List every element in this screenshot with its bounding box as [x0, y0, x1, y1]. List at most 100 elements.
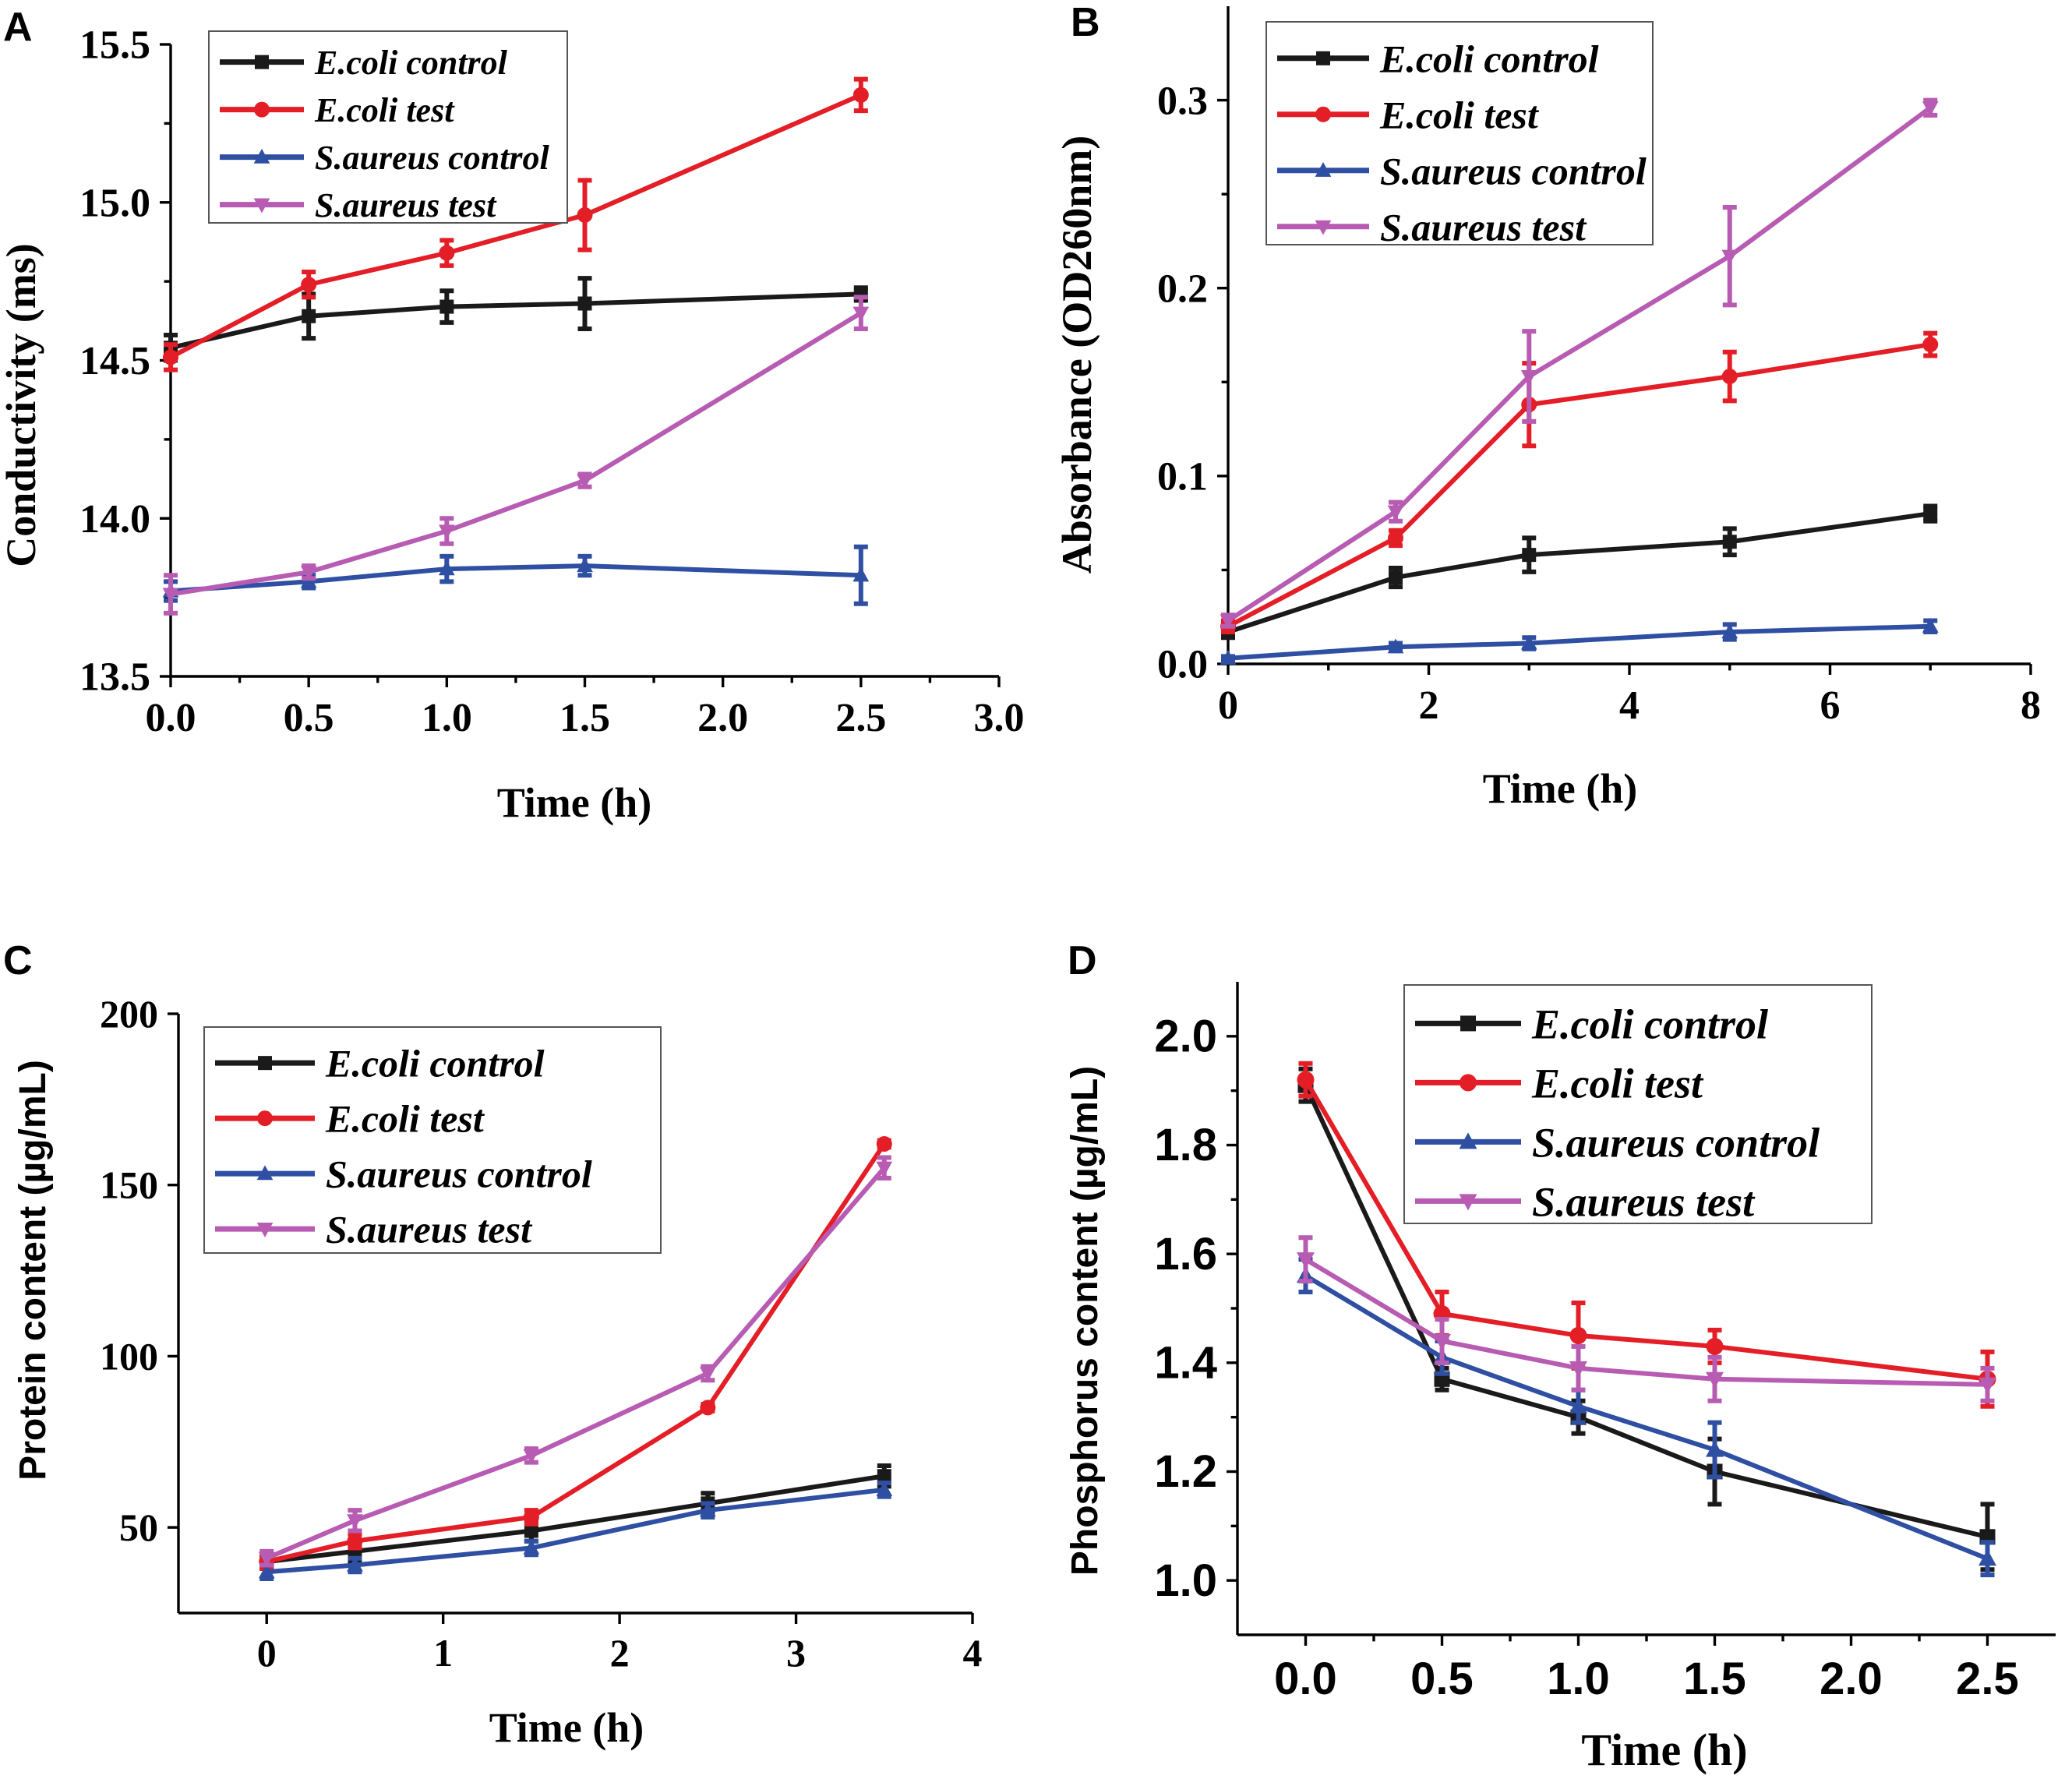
x-tick-label: 1.0 — [422, 696, 472, 740]
x-tick-label: 2 — [610, 1631, 630, 1675]
legend-label: E.coli test — [1379, 93, 1540, 136]
panel-a-conductivity-chart: A Conductivity (ms) Time (h) 0.0 0.5 1.0 1.… — [0, 5, 1025, 826]
panel-c-letter: C — [3, 938, 33, 983]
legend-label: S.aureus test — [326, 1208, 533, 1251]
y-tick-label: 2.0 — [1154, 1011, 1217, 1062]
legend-marker — [1315, 220, 1332, 235]
legend-marker — [258, 1056, 272, 1071]
x-tick-label: 1.5 — [559, 696, 610, 740]
legend-marker — [253, 148, 270, 164]
panel-c-y-axis-label: Protein content (µg/mL) — [12, 1060, 54, 1481]
data-point — [347, 1533, 363, 1549]
data-point — [1922, 337, 1939, 353]
y-tick-label: 200 — [100, 992, 158, 1036]
data-point — [876, 1135, 892, 1152]
data-point — [1387, 505, 1404, 521]
data-point — [162, 588, 179, 603]
data-point — [699, 1502, 716, 1517]
panel-d-letter: D — [1068, 938, 1097, 983]
y-tick-label: 0.3 — [1157, 79, 1208, 123]
data-point — [1297, 1071, 1315, 1089]
data-point — [1978, 1377, 1996, 1394]
x-tick-label: 0.5 — [1410, 1654, 1474, 1704]
data-point — [524, 1523, 538, 1538]
data-point — [302, 309, 316, 323]
data-point — [876, 1161, 893, 1177]
data-point — [258, 1563, 275, 1579]
series-line-s-aureus-test — [170, 311, 863, 597]
data-point — [1569, 1396, 1587, 1414]
y-tick-label: 150 — [100, 1163, 158, 1207]
panel-d-x-axis-label: Time (h) — [1581, 1724, 1747, 1775]
x-tick-label: 1.0 — [1547, 1654, 1610, 1704]
legend-label: S.aureus control — [1532, 1119, 1820, 1166]
x-tick-label: 1 — [433, 1631, 453, 1675]
y-tick-label: 15.5 — [79, 23, 150, 68]
legend-label: S.aureus test — [315, 186, 497, 224]
data-point — [1297, 1252, 1315, 1269]
legend-label: E.coli test — [1531, 1060, 1704, 1107]
data-point — [300, 566, 317, 581]
x-tick-label: 1.5 — [1683, 1654, 1746, 1704]
x-tick-label: 2.0 — [697, 696, 748, 740]
data-point — [1569, 1361, 1587, 1378]
data-point — [1721, 623, 1738, 639]
legend-label: E.coli test — [325, 1097, 485, 1141]
series-line-s-aureus-control — [1227, 623, 1931, 661]
x-tick-label: 2 — [1419, 683, 1439, 728]
data-point — [852, 86, 869, 103]
data-point — [1220, 649, 1237, 665]
data-point — [1520, 634, 1537, 650]
y-tick-label: 13.5 — [79, 655, 150, 700]
legend-marker — [254, 101, 270, 118]
panel-d-phosphorus-chart: D Phosphorus content (µg/mL) Time (h) 0.… — [1064, 938, 2056, 1775]
data-point — [877, 1469, 891, 1484]
data-point — [1978, 1549, 1996, 1566]
panel-b-letter: B — [1071, 0, 1100, 45]
y-tick-label: 15.0 — [79, 181, 150, 225]
data-point — [699, 1367, 716, 1382]
data-point — [852, 567, 870, 582]
data-point — [876, 1481, 893, 1496]
legend-marker — [1315, 162, 1332, 177]
x-tick-label: 0 — [1218, 683, 1238, 728]
data-point — [1569, 1326, 1587, 1344]
y-tick-label: 1.0 — [1154, 1555, 1217, 1606]
x-tick-label: 8 — [2021, 683, 2041, 728]
data-point — [1722, 535, 1737, 549]
data-point — [577, 474, 593, 489]
legend-marker — [257, 1110, 273, 1127]
x-tick-label: 2.0 — [1820, 1654, 1883, 1704]
data-point — [1706, 1440, 1724, 1457]
data-point — [301, 277, 317, 293]
y-tick-label: 1.4 — [1154, 1338, 1217, 1389]
data-point — [1389, 570, 1403, 585]
y-tick-label: 14.0 — [79, 497, 150, 542]
data-point — [852, 306, 870, 322]
panel-d-y-axis-label: Phosphorus content (µg/mL) — [1064, 1066, 1106, 1576]
data-point — [700, 1400, 716, 1416]
x-tick-label: 4 — [963, 1631, 983, 1675]
legend-label: E.coli control — [314, 44, 508, 82]
panel-a-y-axis-label: Conductivity (ms) — [0, 243, 44, 567]
x-tick-label: 0.5 — [284, 696, 334, 740]
x-tick-label: 3 — [786, 1631, 806, 1675]
data-point — [1923, 507, 1938, 521]
data-point — [1433, 1333, 1451, 1350]
panel-c-x-axis-label: Time (h) — [489, 1704, 644, 1751]
legend-marker — [1459, 1132, 1477, 1149]
legend-label: E.coli test — [314, 91, 455, 129]
data-point — [1522, 548, 1537, 563]
y-tick-label: 100 — [100, 1334, 158, 1378]
x-tick-label: 4 — [1619, 683, 1640, 728]
data-point — [439, 245, 455, 261]
legend-marker — [256, 1223, 274, 1237]
legend-marker — [255, 55, 269, 69]
data-point — [577, 206, 593, 223]
y-tick-label: 0.2 — [1157, 266, 1208, 311]
data-point — [1922, 101, 1939, 117]
data-point — [523, 1539, 540, 1555]
data-point — [163, 349, 178, 365]
data-point — [1721, 369, 1738, 385]
